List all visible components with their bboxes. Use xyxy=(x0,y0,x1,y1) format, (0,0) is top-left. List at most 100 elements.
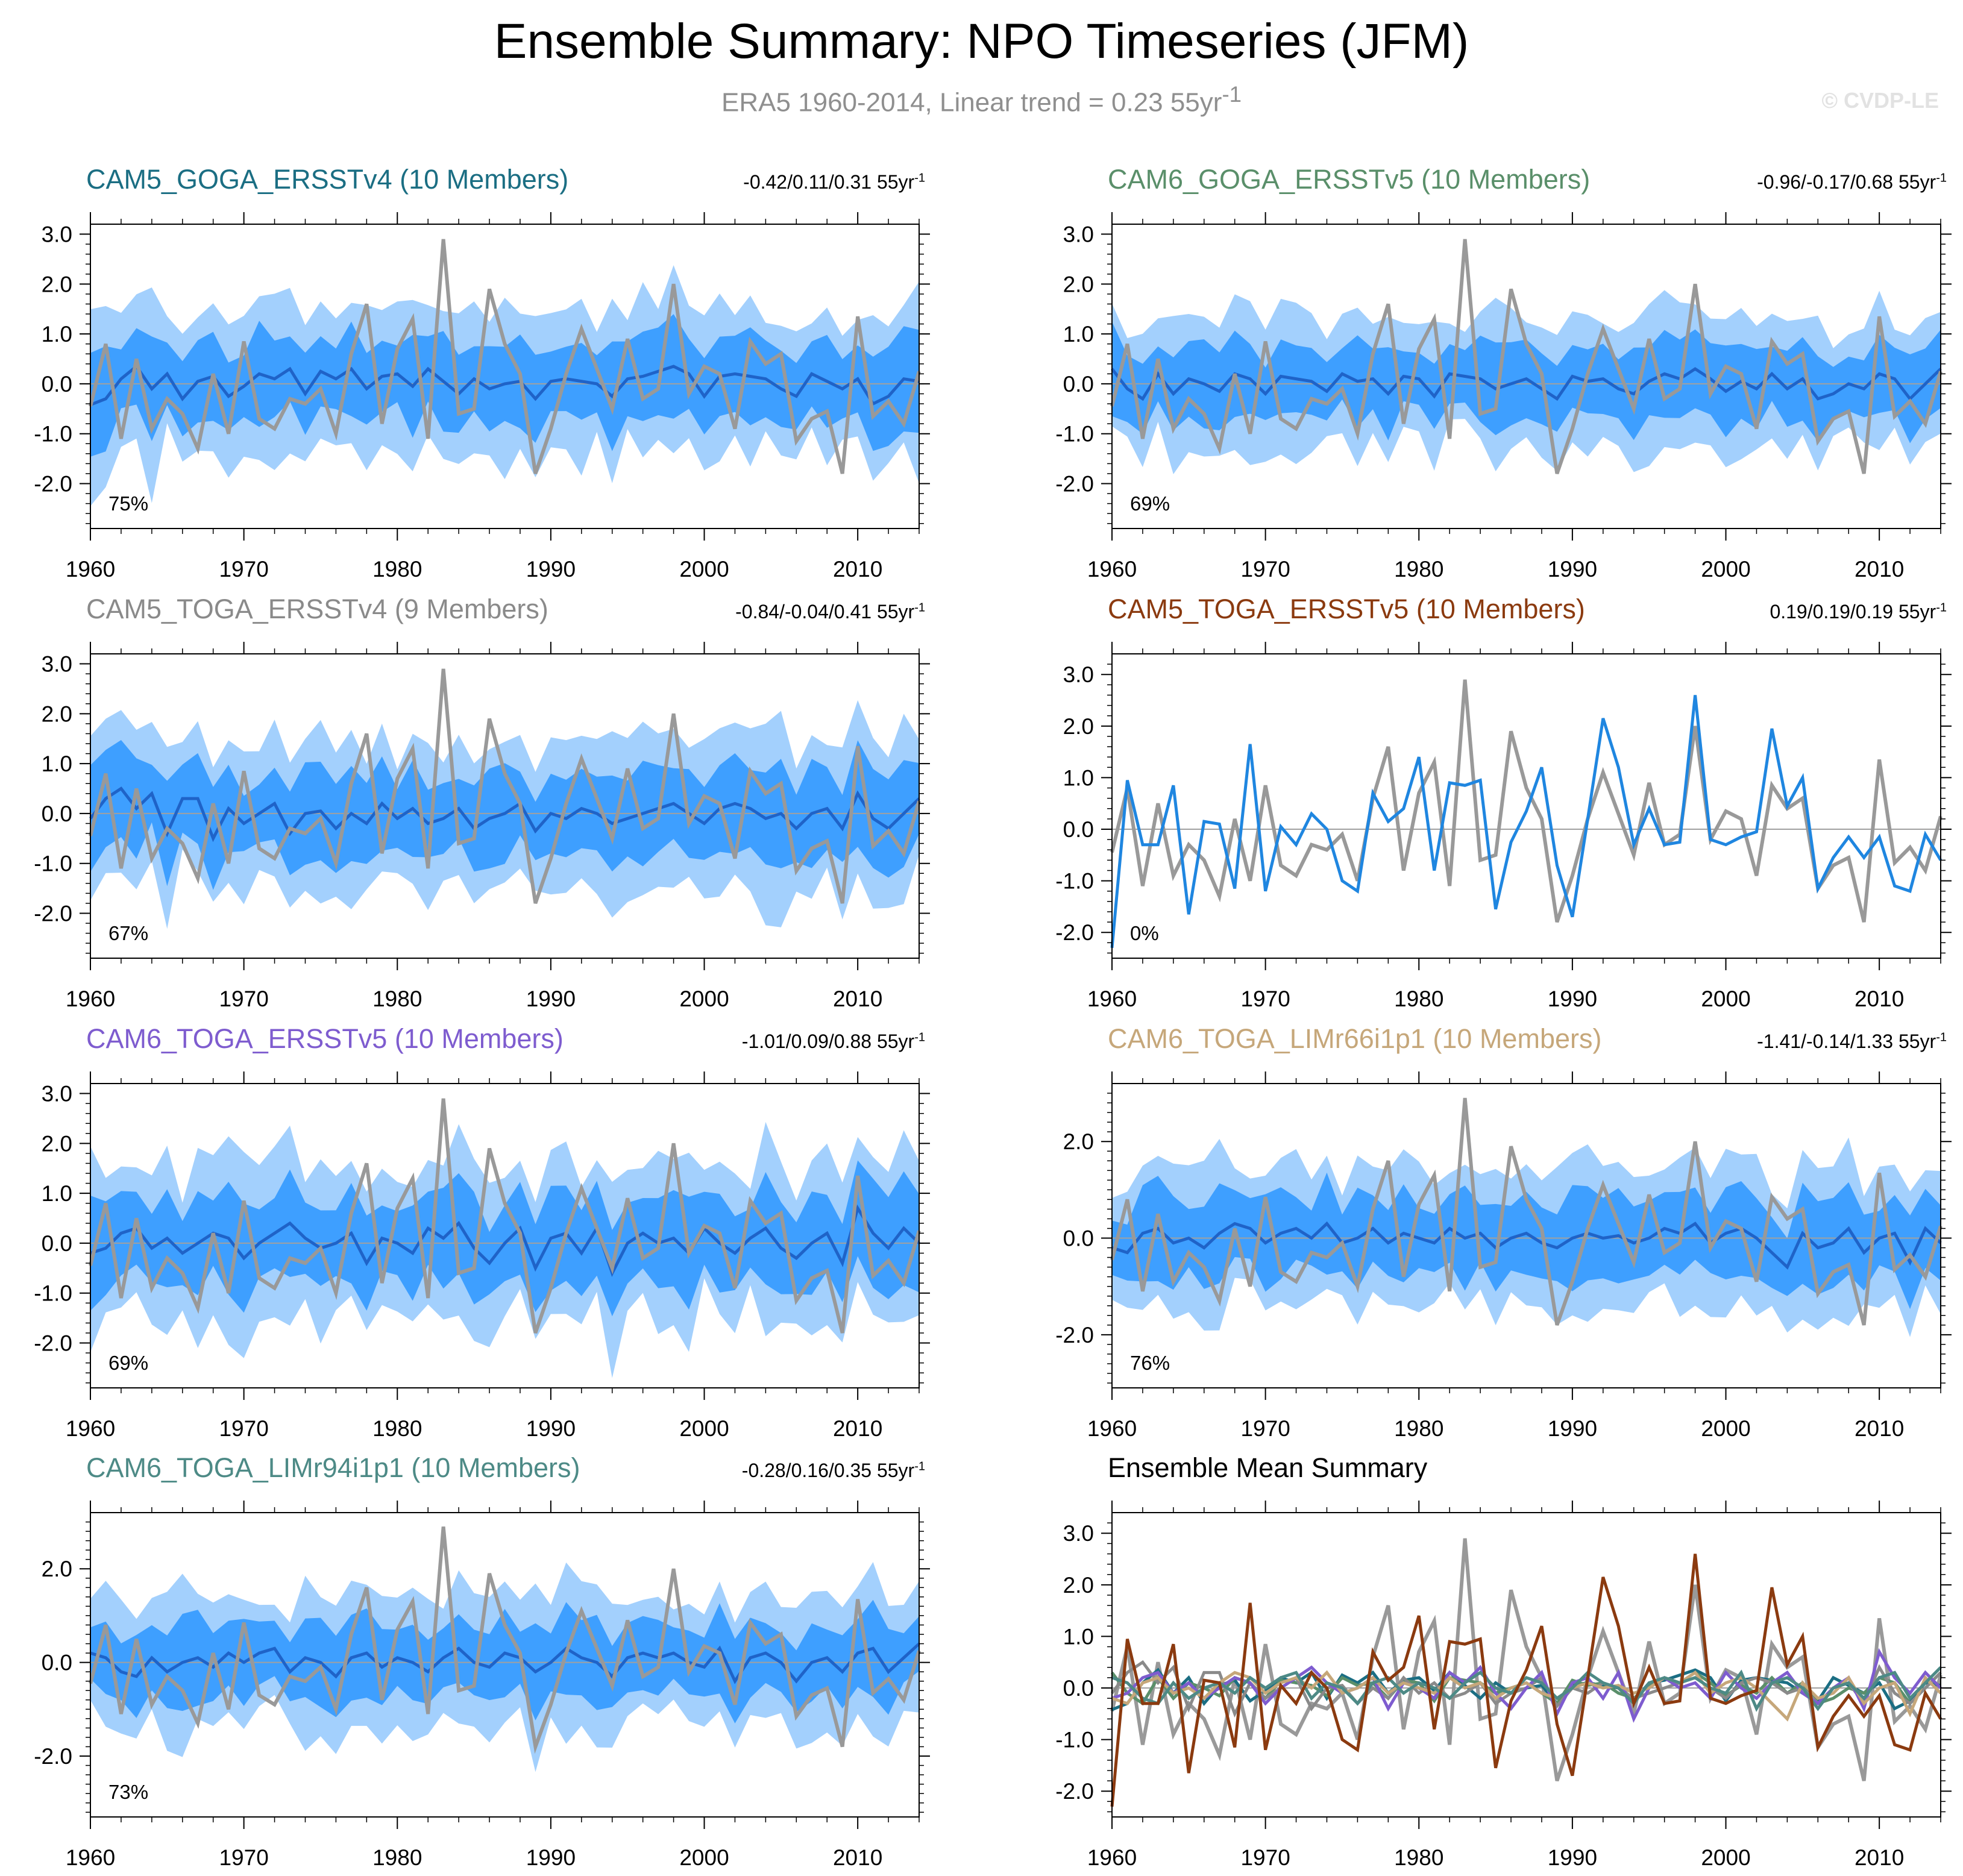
y-tick-label: 1.0 xyxy=(42,322,72,347)
stats-exponent: -1 xyxy=(914,1460,925,1473)
plot-frame xyxy=(1111,224,1941,529)
panel-cam6-toga-lim66: -2.0 0.0 2.0 1960 1970 1980 1990 2000 2010 76% xyxy=(1055,1071,1952,1441)
plot-frame xyxy=(90,224,920,529)
x-tick-label: 1970 xyxy=(219,1845,268,1870)
plot-frame xyxy=(1111,653,1941,959)
x-tick-label: 1970 xyxy=(1240,1416,1290,1441)
plot-frame xyxy=(90,653,920,959)
x-tick-label: 1970 xyxy=(219,557,268,582)
stats-value: -0.84/-0.04/0.41 55yr xyxy=(735,601,915,623)
x-tick-label: 2000 xyxy=(1701,1845,1750,1870)
obs-line xyxy=(1110,679,1943,923)
stats-exponent: -1 xyxy=(914,171,925,185)
panel-title-cam5-goga: CAM5_GOGA_ERSSTv4 (10 Members) xyxy=(86,164,569,195)
percent-label: 0% xyxy=(1130,922,1159,944)
y-tick-label: -2.0 xyxy=(1055,1779,1094,1804)
panel-ensemble-mean-summary: -2.0 -1.0 0.0 1.0 2.0 3.0 1960 1970 1980 1990 2000… xyxy=(1055,1501,1952,1870)
x-tick-label: 1960 xyxy=(1087,1845,1137,1870)
y-tick-label: 2.0 xyxy=(1063,1573,1094,1598)
subtitle-exponent: -1 xyxy=(1222,82,1242,107)
page-title: Ensemble Summary: NPO Timeseries (JFM) xyxy=(494,14,1469,69)
x-tick-label: 1970 xyxy=(219,987,268,1011)
y-tick-label: -1.0 xyxy=(34,852,72,876)
y-tick-label: 0.0 xyxy=(1063,372,1094,397)
x-tick-label: 2010 xyxy=(833,987,882,1011)
y-tick-label: 3.0 xyxy=(42,222,72,247)
x-tick-label: 1980 xyxy=(372,1416,422,1441)
y-tick-label: 0.0 xyxy=(42,1651,72,1675)
x-tick-label: 1970 xyxy=(219,1416,268,1441)
percent-label: 73% xyxy=(108,1781,148,1803)
x-tick-label: 1980 xyxy=(1394,1416,1443,1441)
x-tick-label: 1970 xyxy=(1240,557,1290,582)
y-tick-label: -1.0 xyxy=(34,1281,72,1306)
ensemble-mean-line xyxy=(90,1642,920,1684)
panel-cam6-toga-lim94: -2.0 0.0 2.0 1960 1970 1980 1990 2000 2010 73% xyxy=(34,1501,930,1870)
y-tick-label: 3.0 xyxy=(1063,1521,1094,1546)
y-tick-label: -1.0 xyxy=(34,422,72,447)
panel-stats-cam6-toga-v5: -1.01/0.09/0.88 55yr-1 xyxy=(742,1031,925,1053)
x-tick-label: 1990 xyxy=(526,1845,576,1870)
plot-frame xyxy=(90,1083,920,1388)
percent-label: 69% xyxy=(108,1352,148,1374)
x-tick-label: 2000 xyxy=(679,1416,729,1441)
y-tick-label: 2.0 xyxy=(1063,714,1094,739)
x-tick-label: 1990 xyxy=(526,557,576,582)
y-tick-label: 2.0 xyxy=(42,701,72,726)
y-tick-label: -1.0 xyxy=(1055,869,1094,894)
x-tick-label: 1980 xyxy=(372,557,422,582)
plot-frame xyxy=(90,1512,920,1818)
panel-stats-cam5-toga-v4: -0.84/-0.04/0.41 55yr-1 xyxy=(735,601,925,623)
x-tick-label: 1980 xyxy=(1394,1845,1443,1870)
ensemble-mean-line xyxy=(89,786,920,842)
stats-value: -1.41/-0.14/1.33 55yr xyxy=(1757,1031,1936,1052)
stats-value: -1.01/0.09/0.88 55yr xyxy=(741,1031,915,1052)
x-tick-label: 1970 xyxy=(1240,987,1290,1011)
stats-exponent: -1 xyxy=(914,601,925,615)
y-tick-label: -2.0 xyxy=(1055,471,1094,496)
x-tick-label: 2010 xyxy=(833,1845,882,1870)
x-tick-label: 1960 xyxy=(66,1416,115,1441)
panel-title-cam5-toga-v4: CAM5_TOGA_ERSSTv4 (9 Members) xyxy=(86,594,548,624)
x-tick-label: 1990 xyxy=(1548,1845,1597,1870)
x-tick-label: 1990 xyxy=(526,1416,576,1441)
panel-title-cam6-toga-v5: CAM6_TOGA_ERSSTv5 (10 Members) xyxy=(86,1023,564,1054)
y-tick-label: 1.0 xyxy=(42,751,72,776)
x-tick-label: 2000 xyxy=(1701,987,1750,1011)
y-tick-label: 0.0 xyxy=(42,1231,72,1256)
panel-title-cam6-toga-lim66: CAM6_TOGA_LIMr66i1p1 (10 Members) xyxy=(1108,1023,1602,1054)
stats-value: -0.96/-0.17/0.68 55yr xyxy=(1757,171,1936,193)
panel-stats-cam6-goga: -0.96/-0.17/0.68 55yr-1 xyxy=(1757,171,1947,193)
y-tick-label: 2.0 xyxy=(42,1557,72,1581)
y-tick-label: 0.0 xyxy=(1063,1676,1094,1701)
y-tick-label: -1.0 xyxy=(1055,1728,1094,1752)
y-tick-label: 1.0 xyxy=(1063,765,1094,790)
panel-title-cam6-toga-lim94: CAM6_TOGA_LIMr94i1p1 (10 Members) xyxy=(86,1452,580,1483)
x-tick-label: 1960 xyxy=(1087,987,1137,1011)
y-tick-label: 3.0 xyxy=(1063,662,1094,687)
y-tick-label: -2.0 xyxy=(1055,1323,1094,1347)
obs-line xyxy=(89,239,921,474)
x-tick-label: 1960 xyxy=(1087,1416,1137,1441)
obs-line xyxy=(89,1098,921,1334)
x-tick-label: 2000 xyxy=(679,987,729,1011)
panel-stats-cam5-toga-v5: 0.19/0.19/0.19 55yr-1 xyxy=(1770,601,1947,623)
x-tick-label: 1980 xyxy=(1394,557,1443,582)
plot-frame xyxy=(1111,1083,1941,1388)
x-tick-label: 1990 xyxy=(1548,987,1597,1011)
stats-exponent: -1 xyxy=(1936,1031,1947,1044)
y-tick-label: -2.0 xyxy=(34,471,72,496)
y-tick-label: 2.0 xyxy=(42,1131,72,1156)
panel-cam5-goga: -2.0 -1.0 0.0 1.0 2.0 3.0 1960 1970 1980 1990 2000… xyxy=(34,212,930,582)
stats-exponent: -1 xyxy=(1936,601,1947,615)
percent-label: 69% xyxy=(1130,492,1170,515)
obs-line xyxy=(1110,1097,1943,1326)
x-tick-label: 2010 xyxy=(1855,557,1904,582)
y-tick-label: -2.0 xyxy=(34,1331,72,1355)
panel-cam6-goga: -2.0 -1.0 0.0 1.0 2.0 3.0 1960 1970 1980 1990 2000… xyxy=(1055,212,1952,582)
panel-title-cam6-goga: CAM6_GOGA_ERSSTv5 (10 Members) xyxy=(1108,164,1591,195)
x-tick-label: 1990 xyxy=(1548,1416,1597,1441)
y-tick-label: 3.0 xyxy=(42,652,72,677)
panel-stats-cam5-goga: -0.42/0.11/0.31 55yr-1 xyxy=(743,171,925,193)
